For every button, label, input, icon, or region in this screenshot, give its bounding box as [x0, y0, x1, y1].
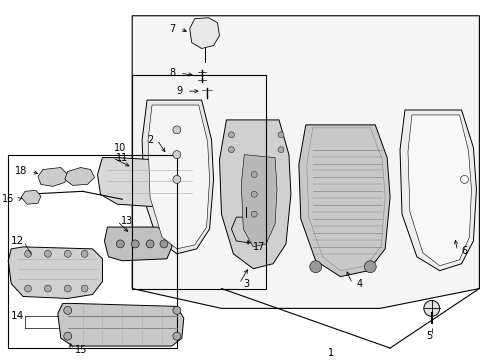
Text: 7: 7 [170, 24, 176, 33]
Polygon shape [241, 155, 277, 247]
Circle shape [251, 171, 257, 177]
Polygon shape [220, 120, 291, 269]
Circle shape [64, 285, 71, 292]
Circle shape [24, 250, 31, 257]
Circle shape [173, 126, 181, 134]
Polygon shape [132, 16, 479, 309]
Circle shape [116, 240, 124, 248]
Circle shape [81, 250, 88, 257]
Circle shape [251, 211, 257, 217]
Text: 8: 8 [170, 68, 176, 78]
Text: 16: 16 [2, 194, 14, 204]
Text: 3: 3 [244, 279, 249, 289]
Circle shape [173, 332, 181, 340]
Polygon shape [38, 167, 68, 186]
Circle shape [131, 240, 139, 248]
Circle shape [160, 240, 168, 248]
Text: 17: 17 [253, 242, 266, 252]
Circle shape [146, 240, 154, 248]
Circle shape [228, 147, 234, 153]
Text: 10: 10 [114, 143, 126, 153]
Circle shape [251, 191, 257, 197]
Text: 12: 12 [11, 236, 24, 246]
Text: 9: 9 [177, 86, 183, 96]
Polygon shape [58, 303, 184, 346]
Polygon shape [65, 167, 95, 185]
Circle shape [45, 250, 51, 257]
Circle shape [310, 261, 321, 273]
Polygon shape [400, 110, 476, 271]
Polygon shape [408, 115, 471, 266]
Text: 14: 14 [11, 311, 24, 321]
Text: 1: 1 [327, 348, 334, 358]
Circle shape [64, 250, 71, 257]
Circle shape [278, 147, 284, 153]
Polygon shape [104, 227, 172, 261]
Circle shape [81, 285, 88, 292]
Circle shape [278, 132, 284, 138]
Circle shape [173, 150, 181, 159]
Polygon shape [190, 18, 220, 49]
Circle shape [64, 332, 72, 340]
Text: 6: 6 [462, 246, 467, 256]
Text: 5: 5 [427, 331, 433, 341]
Polygon shape [299, 125, 390, 276]
Polygon shape [21, 190, 41, 204]
Polygon shape [148, 105, 210, 249]
Text: 2: 2 [147, 135, 153, 145]
Text: 15: 15 [74, 345, 87, 355]
Circle shape [424, 301, 440, 316]
Circle shape [64, 306, 72, 314]
Circle shape [365, 261, 376, 273]
Text: 13: 13 [122, 216, 134, 226]
Circle shape [228, 132, 234, 138]
Polygon shape [98, 158, 196, 207]
Circle shape [45, 285, 51, 292]
Polygon shape [231, 217, 261, 243]
Text: 18: 18 [15, 166, 27, 176]
Circle shape [24, 285, 31, 292]
Text: 4: 4 [356, 279, 363, 289]
Polygon shape [142, 100, 214, 254]
Polygon shape [8, 247, 102, 298]
Circle shape [173, 306, 181, 314]
Text: 11: 11 [116, 153, 128, 163]
Circle shape [173, 175, 181, 183]
